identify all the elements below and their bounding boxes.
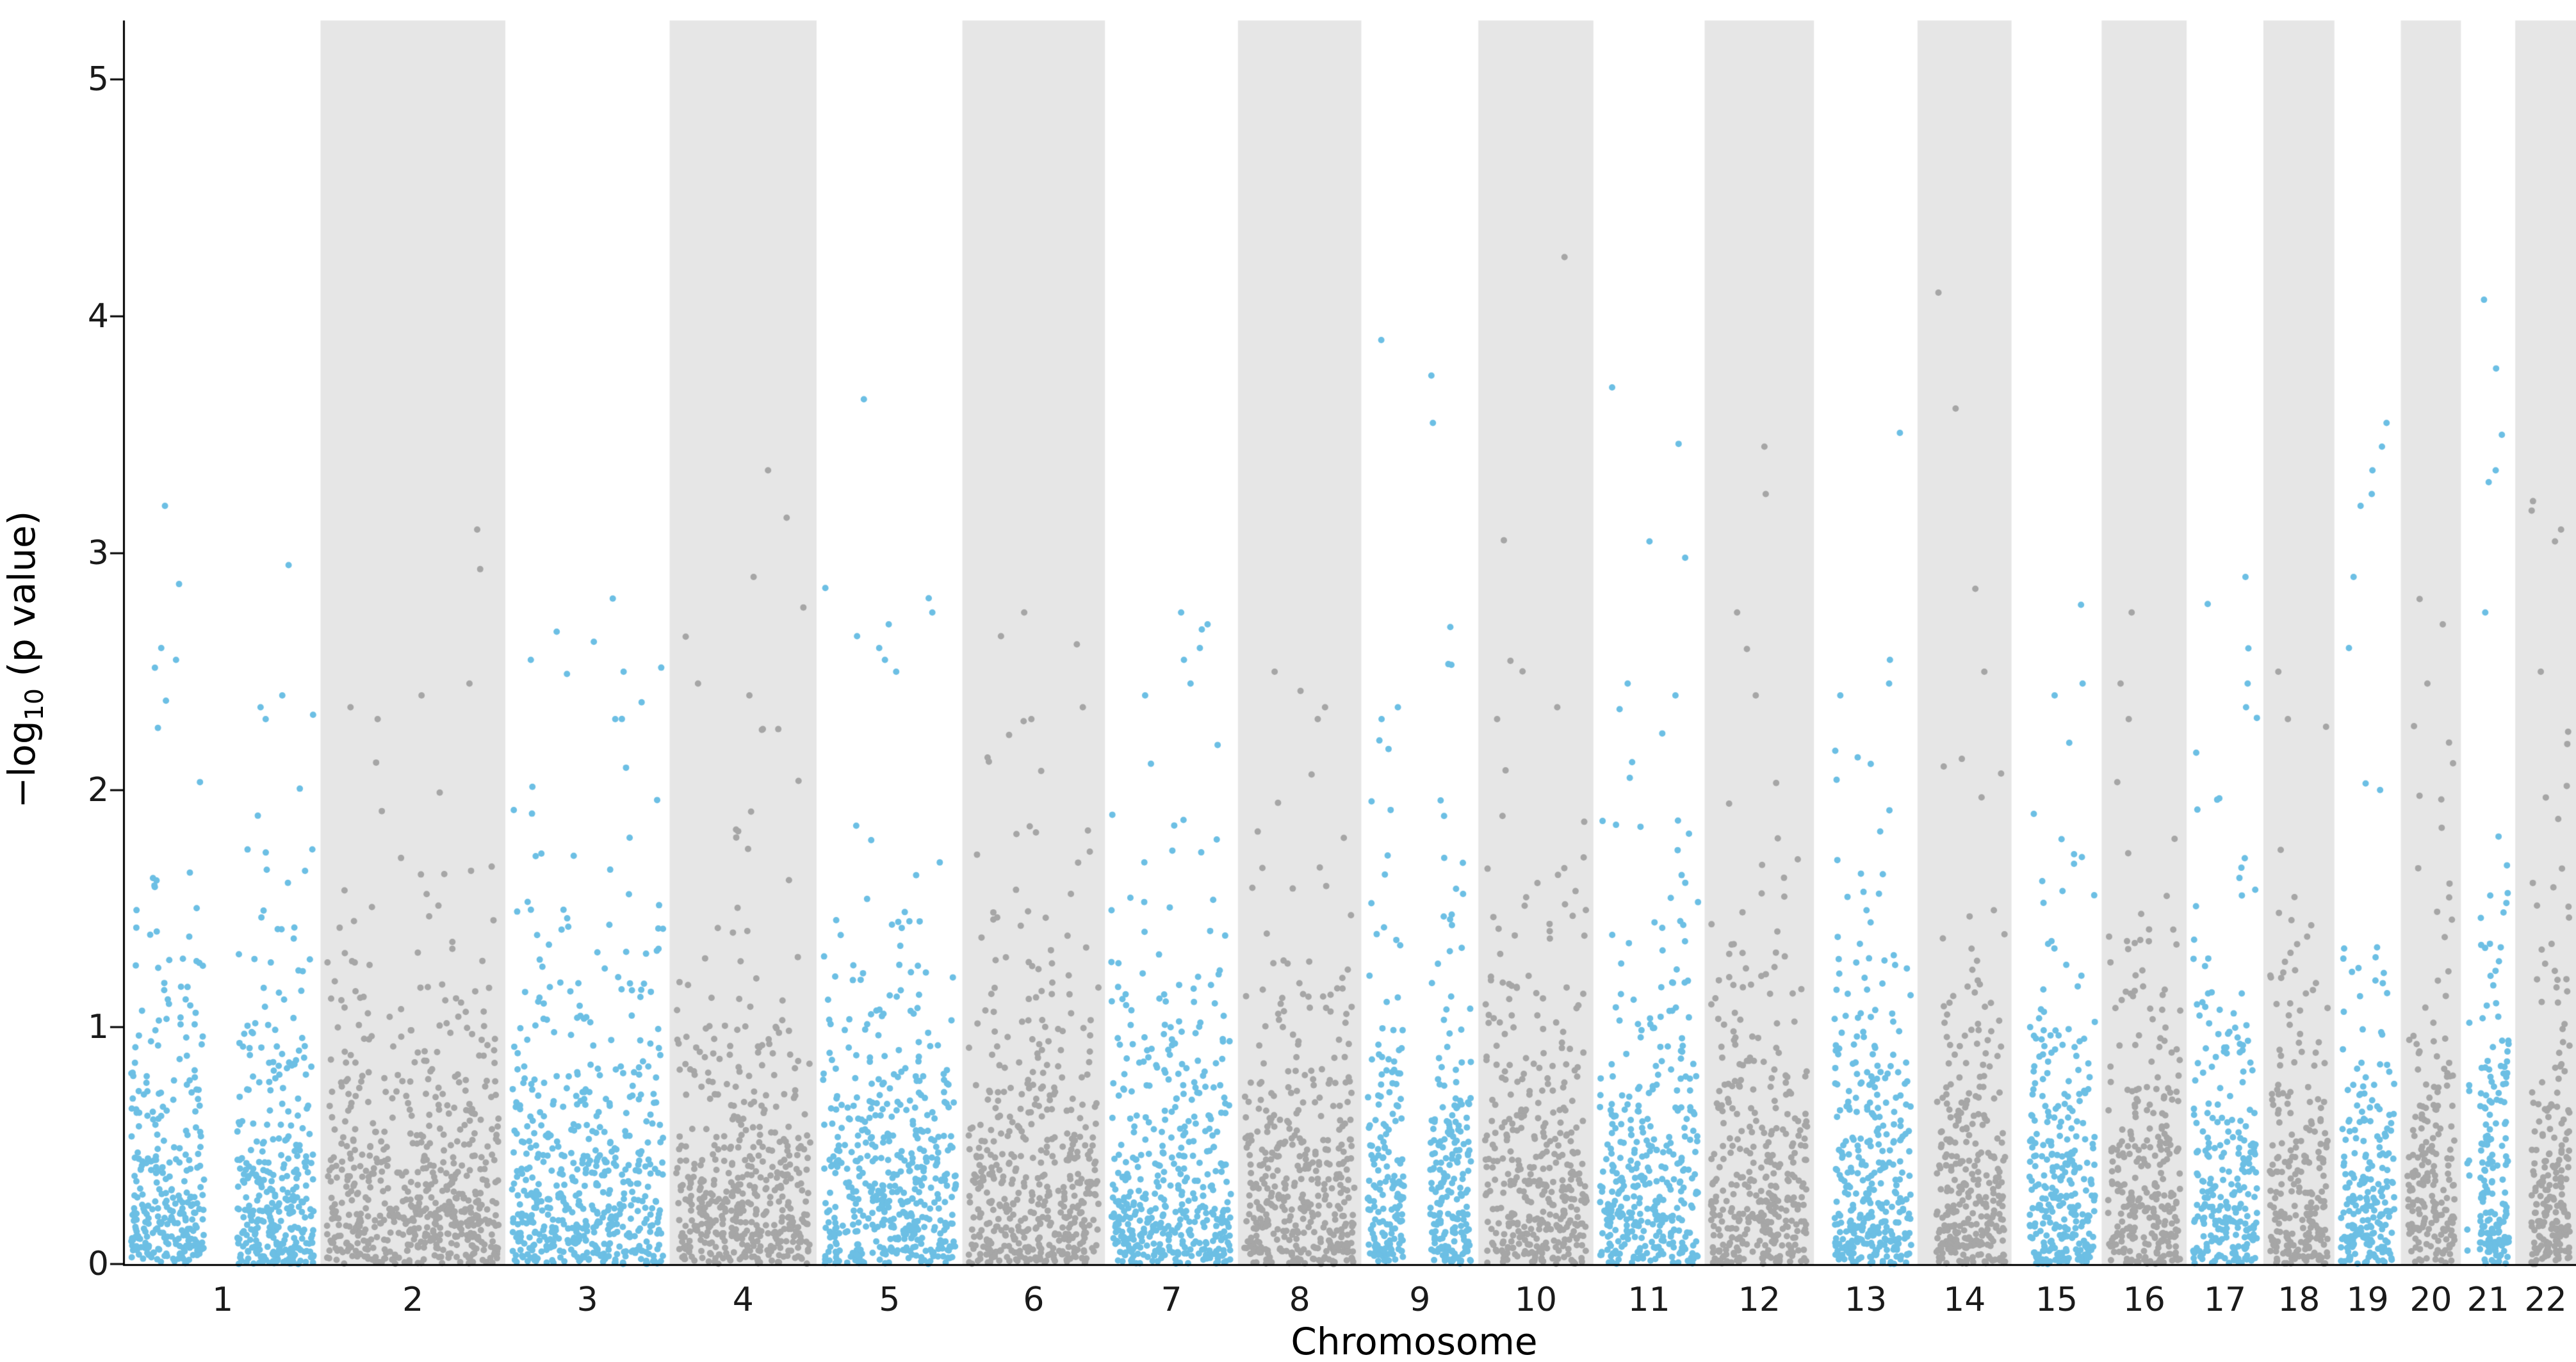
x-tick-label-4: 4 bbox=[732, 1281, 754, 1319]
x-tick-label-6: 6 bbox=[1023, 1281, 1045, 1319]
y-tick-label-2: 2 bbox=[87, 771, 109, 809]
y-tick-label-3: 3 bbox=[87, 534, 109, 572]
x-tick-label-15: 15 bbox=[2035, 1281, 2078, 1319]
y-tick-label-4: 4 bbox=[87, 297, 109, 336]
x-tick-label-3: 3 bbox=[576, 1281, 598, 1319]
x-axis-label: Chromosome bbox=[1291, 1320, 1538, 1362]
y-tick-label-5: 5 bbox=[87, 60, 109, 99]
x-tick-label-5: 5 bbox=[879, 1281, 901, 1319]
x-tick-label-14: 14 bbox=[1943, 1281, 1986, 1319]
x-tick-label-16: 16 bbox=[2123, 1281, 2165, 1319]
x-tick-label-21: 21 bbox=[2466, 1281, 2509, 1319]
x-tick-label-12: 12 bbox=[1738, 1281, 1781, 1319]
x-tick-label-13: 13 bbox=[1844, 1281, 1887, 1319]
y-tick-label-1: 1 bbox=[87, 1008, 109, 1046]
y-axis-label-subscript: 10 bbox=[19, 688, 49, 721]
x-tick-label-20: 20 bbox=[2409, 1281, 2452, 1319]
x-tick-label-17: 17 bbox=[2203, 1281, 2247, 1319]
x-tick-label-8: 8 bbox=[1289, 1281, 1310, 1319]
x-tick-label-22: 22 bbox=[2524, 1281, 2567, 1319]
x-tick-label-2: 2 bbox=[402, 1281, 424, 1319]
x-tick-label-7: 7 bbox=[1161, 1281, 1182, 1319]
x-tick-label-10: 10 bbox=[1514, 1281, 1558, 1319]
x-tick-label-11: 11 bbox=[1627, 1281, 1670, 1319]
x-tick-label-19: 19 bbox=[2346, 1281, 2389, 1319]
x-tick-label-1: 1 bbox=[212, 1281, 234, 1319]
x-tick-label-18: 18 bbox=[2278, 1281, 2320, 1319]
x-tick-label-9: 9 bbox=[1409, 1281, 1431, 1319]
y-tick-label-0: 0 bbox=[87, 1245, 109, 1283]
